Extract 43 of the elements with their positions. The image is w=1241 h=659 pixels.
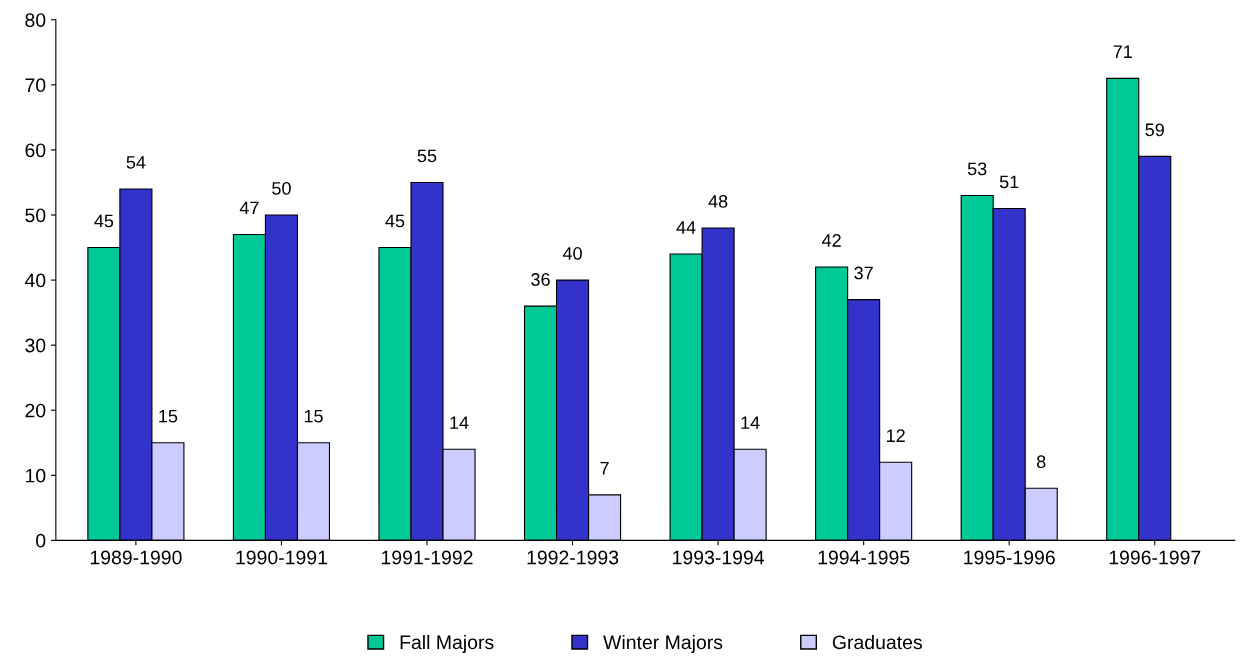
data-label: 48 [708,194,728,208]
x-tick-label: 1991-1992 [381,550,473,565]
data-label: 15 [159,409,178,423]
data-label: 8 [1036,455,1046,469]
data-label: 7 [600,461,609,475]
x-tick-label: 1989-1990 [90,550,182,565]
data-label: 51 [999,175,1019,189]
data-label: 71 [1113,45,1132,58]
y-tick-label: 80 [25,13,46,28]
y-tick-label: 60 [25,143,46,158]
y-tick-label: 20 [25,403,46,418]
x-tick-label: 1994-1995 [818,550,910,565]
x-tick-label: 1990-1991 [236,550,327,565]
legend-label: Fall Majors [400,634,494,654]
data-label: 40 [562,247,582,260]
y-tick-label: 0 [36,533,46,548]
data-label: 44 [676,221,696,234]
data-label: 59 [1145,123,1164,137]
legend-label: Winter Majors [603,634,723,654]
data-label: 14 [741,416,760,429]
x-tick-label: 1996-1997 [1109,550,1201,565]
x-tick-label: 1993-1994 [673,550,765,565]
data-label: 45 [385,214,405,228]
data-label: 53 [967,162,987,176]
data-label: 15 [304,409,323,423]
y-tick-label: 30 [25,338,46,353]
legend-label: Graduates [832,634,922,650]
data-label: 42 [822,234,841,247]
y-tick-label: 40 [24,273,46,288]
y-tick-label: 10 [25,468,46,483]
data-label: 47 [239,201,259,215]
data-label: 37 [854,266,873,280]
data-label: 54 [126,156,146,169]
x-tick-label: 1995-1996 [964,550,1055,565]
data-label: 36 [531,273,550,286]
x-tick-label: 1992-1993 [527,550,619,565]
data-label: 12 [887,429,905,442]
y-tick-label: 70 [25,78,46,93]
data-label: 45 [94,214,114,228]
data-label: 14 [450,416,469,429]
data-label: 55 [417,149,437,163]
y-tick-label: 50 [25,208,46,223]
data-label: 50 [272,181,291,195]
